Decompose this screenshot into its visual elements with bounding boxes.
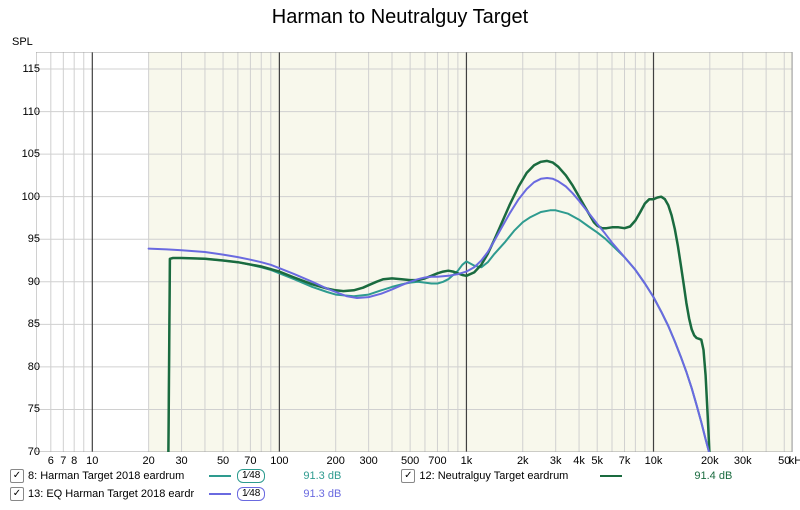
x-tick-label: 7k — [619, 455, 631, 467]
x-tick-label: 50 — [217, 455, 229, 467]
y-tick-label: 110 — [10, 106, 40, 118]
chart-title: Harman to Neutralguy Target — [0, 6, 800, 29]
legend-swatch — [209, 493, 231, 495]
x-tick-label: 10k — [645, 455, 663, 467]
x-tick-label: 6 — [48, 455, 54, 467]
y-tick-label: 105 — [10, 148, 40, 160]
y-tick-label: 75 — [10, 403, 40, 415]
x-tick-label: 3k — [550, 455, 562, 467]
legend-swatch — [209, 475, 231, 477]
legend-label: 12: Neutralguy Target eardrum — [419, 470, 594, 482]
y-axis-label: SPL — [12, 36, 33, 48]
x-tick-label: 30 — [175, 455, 187, 467]
legend-item-eq_harman: ✓ 13: EQ Harman Target 2018 eardr 1⁄48 91.3… — [10, 486, 381, 502]
x-tick-label: 20k — [701, 455, 719, 467]
legend-checkbox[interactable]: ✓ — [10, 487, 24, 501]
plot-svg — [36, 52, 792, 452]
x-tick-label: 100 — [270, 455, 288, 467]
y-tick-label: 90 — [10, 276, 40, 288]
chart-container: Harman to Neutralguy Target SPL 70758085… — [0, 0, 800, 510]
x-tick-label: 200 — [327, 455, 345, 467]
legend-item-harman: ✓ 8: Harman Target 2018 eardrum 1⁄48 91.3 d… — [10, 468, 381, 484]
x-tick-label: 4k — [573, 455, 585, 467]
x-tick-label: 5k — [591, 455, 603, 467]
x-tick-label: 7 — [60, 455, 66, 467]
legend: ✓ 8: Harman Target 2018 eardrum 1⁄48 91.3 d… — [10, 468, 790, 504]
legend-swatch — [600, 475, 622, 478]
x-tick-label: 70 — [244, 455, 256, 467]
legend-item-neutralguy: ✓ 12: Neutralguy Target eardrum 91.4 dB — [401, 468, 772, 484]
legend-db: 91.3 dB — [303, 470, 373, 482]
legend-db: 91.4 dB — [694, 470, 764, 482]
y-tick-label: 85 — [10, 318, 40, 330]
smoothing-badge[interactable]: 1⁄48 — [237, 469, 265, 483]
x-tick-label: 30k — [734, 455, 752, 467]
x-tick-label: 500 — [401, 455, 419, 467]
x-axis-unit: kHz — [789, 455, 800, 467]
y-tick-label: 80 — [10, 361, 40, 373]
legend-label: 8: Harman Target 2018 eardrum — [28, 470, 203, 482]
smoothing-badge[interactable]: 1⁄48 — [237, 487, 265, 501]
x-tick-label: 8 — [71, 455, 77, 467]
x-tick-label: 1k — [461, 455, 473, 467]
legend-label: 13: EQ Harman Target 2018 eardr — [28, 488, 203, 500]
plot-area — [36, 52, 793, 452]
y-tick-label: 95 — [10, 233, 40, 245]
x-tick-label: 700 — [428, 455, 446, 467]
y-tick-label: 115 — [10, 63, 40, 75]
legend-checkbox[interactable]: ✓ — [401, 469, 415, 483]
x-tick-label: 10 — [86, 455, 98, 467]
x-tick-label: 2k — [517, 455, 529, 467]
y-tick-label: 100 — [10, 191, 40, 203]
legend-checkbox[interactable]: ✓ — [10, 469, 24, 483]
y-tick-label: 70 — [10, 446, 40, 458]
legend-db: 91.3 dB — [303, 488, 373, 500]
x-tick-label: 300 — [359, 455, 377, 467]
x-tick-label: 20 — [142, 455, 154, 467]
